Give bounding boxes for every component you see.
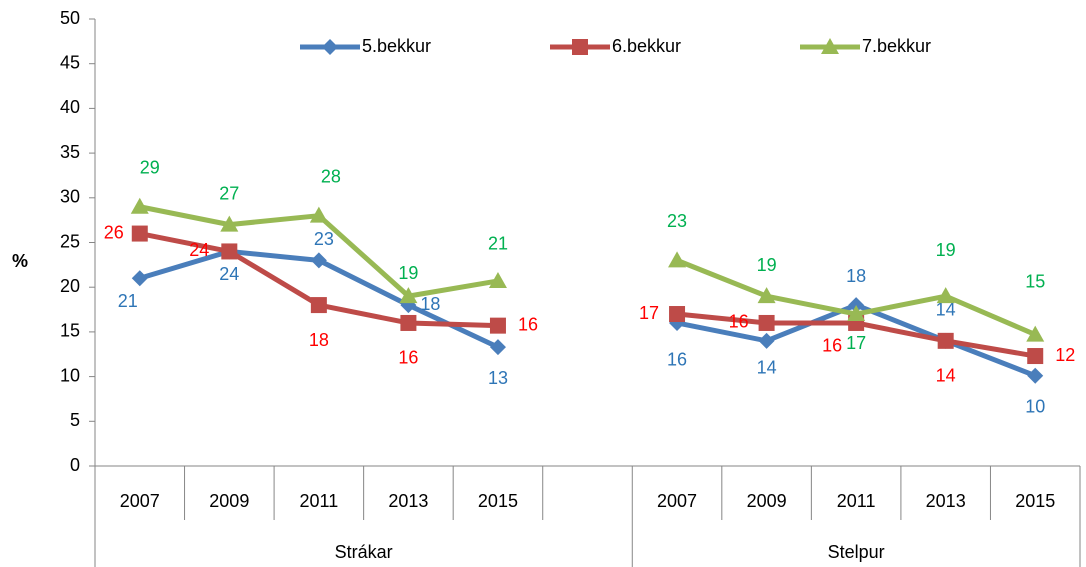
point-marker bbox=[488, 271, 507, 288]
x-tick-label: 2009 bbox=[747, 491, 787, 511]
data-label: 19 bbox=[398, 263, 418, 283]
legend-marker bbox=[572, 39, 588, 55]
data-label: 16 bbox=[518, 314, 538, 334]
data-label: 19 bbox=[757, 255, 777, 275]
x-tick-label: 2013 bbox=[388, 491, 428, 511]
data-label: 12 bbox=[1055, 345, 1075, 365]
data-label: 17 bbox=[639, 303, 659, 323]
data-label: 14 bbox=[936, 366, 956, 386]
data-label: 21 bbox=[118, 291, 138, 311]
x-tick-label: 2011 bbox=[837, 491, 876, 511]
point-marker bbox=[758, 314, 775, 331]
x-tick-label: 2007 bbox=[657, 491, 697, 511]
point-marker bbox=[669, 306, 686, 323]
point-marker bbox=[399, 287, 418, 304]
data-label: 13 bbox=[488, 368, 508, 388]
point-marker bbox=[847, 305, 866, 322]
data-label: 14 bbox=[936, 300, 956, 320]
point-marker bbox=[220, 215, 239, 232]
y-tick-label: 10 bbox=[60, 365, 80, 385]
point-marker bbox=[1027, 367, 1044, 384]
y-tick-label: 45 bbox=[60, 52, 80, 72]
point-marker bbox=[489, 317, 506, 334]
point-marker bbox=[668, 251, 687, 268]
data-label: 27 bbox=[219, 183, 239, 203]
point-marker bbox=[310, 252, 327, 269]
point-marker bbox=[310, 297, 327, 314]
point-marker bbox=[131, 225, 148, 242]
data-label: 28 bbox=[321, 166, 341, 186]
data-label: 15 bbox=[1025, 271, 1045, 291]
x-tick-label: 2015 bbox=[1015, 491, 1055, 511]
point-marker bbox=[309, 206, 328, 223]
data-label: 19 bbox=[936, 240, 956, 260]
legend-label: 5.bekkur bbox=[362, 36, 431, 56]
legend-label: 6.bekkur bbox=[612, 36, 681, 56]
y-tick-label: 20 bbox=[60, 276, 80, 296]
point-marker bbox=[757, 287, 776, 304]
x-tick-label: 2009 bbox=[209, 491, 249, 511]
y-axis-label: % bbox=[12, 251, 28, 271]
y-tick-label: 40 bbox=[60, 97, 80, 117]
data-label: 18 bbox=[309, 330, 329, 350]
data-label: 14 bbox=[757, 358, 777, 378]
group-label: Strákar bbox=[335, 542, 393, 562]
data-label: 24 bbox=[189, 240, 209, 260]
data-label: 26 bbox=[104, 222, 124, 242]
point-marker bbox=[489, 339, 506, 356]
legend-marker bbox=[322, 39, 338, 55]
legend-marker bbox=[821, 38, 839, 54]
data-label: 29 bbox=[140, 157, 160, 177]
y-tick-label: 5 bbox=[70, 410, 80, 430]
data-label: 16 bbox=[822, 336, 842, 356]
data-label: 17 bbox=[846, 333, 866, 353]
data-label: 16 bbox=[729, 312, 749, 332]
data-label: 18 bbox=[846, 266, 866, 286]
data-label: 16 bbox=[398, 348, 418, 368]
data-label: 10 bbox=[1025, 396, 1045, 416]
y-tick-label: 0 bbox=[70, 455, 80, 475]
legend-label: 7.bekkur bbox=[862, 36, 931, 56]
point-marker bbox=[221, 243, 238, 260]
point-marker bbox=[1027, 348, 1044, 365]
point-marker bbox=[758, 332, 775, 349]
y-tick-label: 25 bbox=[60, 231, 80, 251]
x-tick-label: 2007 bbox=[120, 491, 160, 511]
x-tick-label: 2015 bbox=[478, 491, 518, 511]
data-label: 23 bbox=[667, 211, 687, 231]
point-marker bbox=[1026, 325, 1045, 342]
point-marker bbox=[130, 197, 149, 214]
point-marker bbox=[400, 314, 417, 331]
y-tick-label: 35 bbox=[60, 142, 80, 162]
y-tick-label: 15 bbox=[60, 321, 80, 341]
x-tick-label: 2011 bbox=[300, 491, 339, 511]
group-label: Stelpur bbox=[828, 542, 885, 562]
data-label: 18 bbox=[420, 294, 440, 314]
point-marker bbox=[131, 270, 148, 287]
x-tick-label: 2013 bbox=[926, 491, 966, 511]
data-label: 23 bbox=[314, 229, 334, 249]
y-tick-label: 30 bbox=[60, 187, 80, 207]
data-label: 16 bbox=[667, 350, 687, 370]
point-marker bbox=[936, 287, 955, 304]
data-label: 21 bbox=[488, 234, 508, 254]
point-marker bbox=[937, 332, 954, 349]
y-tick-label: 50 bbox=[60, 8, 80, 28]
data-label: 24 bbox=[219, 264, 239, 284]
